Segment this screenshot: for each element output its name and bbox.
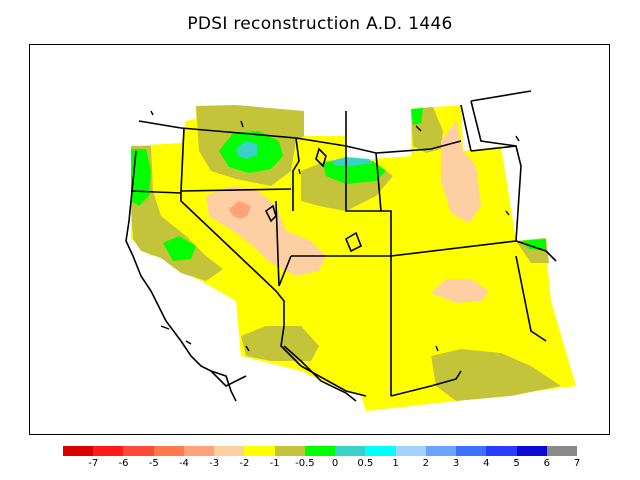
border-north-plains: [470, 100, 517, 147]
colorbar-swatch: [123, 446, 155, 456]
border-sd-ne: [470, 145, 522, 242]
great-salt-lake: [264, 204, 277, 223]
pdsi-region-olive-west: [131, 146, 223, 281]
island-5: [515, 135, 520, 142]
gulf-coast: [283, 345, 357, 402]
border-ne-ks: [515, 240, 557, 262]
colorbar-tick-label: 0: [331, 458, 339, 469]
pdsi-region-green-east: [521, 239, 546, 251]
colorbar-tick-label: -0.5: [295, 458, 315, 469]
border-ut-az: [278, 255, 292, 287]
map-islands: [150, 110, 520, 352]
border-ca-nv: [180, 191, 285, 326]
colorbar-tick-label: -2: [239, 458, 250, 469]
island-7: [160, 325, 170, 330]
colorbar-swatch: [395, 446, 427, 456]
colorbar-swatch: [93, 446, 124, 456]
border-az-ca: [280, 325, 367, 397]
border-wa-id: [180, 127, 185, 192]
colorbar-swatch: [546, 446, 578, 456]
colorbar-swatch: [486, 446, 518, 456]
border-nm-tx: [390, 370, 462, 397]
map-frame: [29, 44, 610, 435]
colorbar-tick-label: -4: [178, 458, 189, 469]
pdsi-field: [131, 105, 576, 411]
island-2: [240, 120, 244, 128]
border-or-ca: [130, 190, 182, 194]
pdsi-region-tan-ne: [441, 121, 481, 223]
border-mt-nd: [375, 152, 382, 212]
colorbar-tick-label: -5: [148, 458, 159, 469]
island-1: [150, 110, 154, 116]
colorbar-tick-label: -1: [269, 458, 280, 469]
colorbar-swatch: [304, 446, 336, 456]
border-id-nv: [180, 188, 292, 192]
pdsi-region-olive-se: [431, 349, 561, 401]
border-ok-tx: [515, 255, 547, 342]
colorbar-swatch: [456, 446, 487, 456]
border-nd-mn: [460, 104, 472, 152]
colorbar-tick-label: 7: [573, 458, 581, 469]
colorbar-swatch: [516, 446, 548, 456]
map-boundaries: [125, 90, 557, 402]
canada-border-east: [470, 90, 532, 102]
west-coast: [125, 150, 237, 402]
colorbar-tick-label: -7: [88, 458, 99, 469]
pdsi-region-orange-spot: [229, 201, 251, 219]
baja-coast: [210, 370, 247, 387]
colorbar-swatch: [183, 446, 215, 456]
pdsi-region-green-ne: [411, 108, 423, 125]
colorbar-swatch: [425, 446, 457, 456]
pdsi-region-teal-north: [236, 141, 257, 159]
island-6: [505, 210, 510, 216]
yellowstone-lake: [315, 147, 327, 168]
colorbar-tick-label: 2: [422, 458, 429, 469]
pdsi-region-teal-central: [331, 157, 373, 166]
colorbar-tick-label: 3: [452, 458, 460, 469]
pdsi-map: [125, 90, 576, 411]
border-id-mt: [292, 137, 300, 211]
border-co-nm: [390, 240, 517, 257]
pdsi-region-green-sw: [163, 236, 196, 261]
map-title: PDSI reconstruction A.D. 1446: [187, 14, 453, 34]
island-9: [245, 345, 250, 352]
colorbar-tick-label: 5: [513, 458, 520, 469]
island-8: [185, 340, 192, 345]
colorbar-swatch: [244, 446, 276, 456]
pdsi-region-tan-se: [431, 279, 489, 303]
colorbar-swatch: [214, 446, 245, 456]
reservoir-co: [344, 231, 363, 253]
colorbar-tick-label: 4: [483, 458, 490, 469]
colorbar-swatch: [274, 446, 306, 456]
colorbar-tick-label: -3: [209, 458, 220, 469]
island-4: [415, 125, 422, 132]
island-3: [298, 168, 301, 175]
colorbar-swatch: [63, 446, 94, 456]
colorbar-tick-label: 1: [392, 458, 399, 469]
border-wy-co: [345, 151, 392, 396]
island-10: [435, 345, 439, 352]
colorbar-swatch: [153, 446, 185, 456]
canada-border: [138, 120, 462, 154]
colorbar-swatch: [335, 446, 366, 456]
pdsi-region-olive-sw: [241, 326, 319, 361]
colorbar-tick-label: -6: [118, 458, 129, 469]
colorbar-swatch: [365, 446, 397, 456]
colorbar-tick-label: 6: [543, 458, 550, 469]
colorbar-tick-label: 0.5: [357, 458, 374, 469]
